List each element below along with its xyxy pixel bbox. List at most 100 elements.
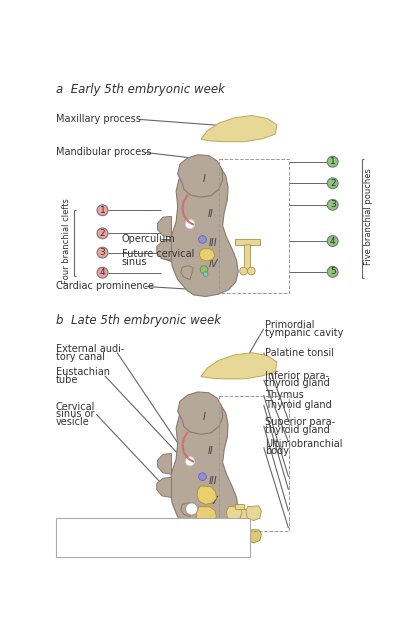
Circle shape [72, 540, 82, 550]
Circle shape [198, 473, 206, 481]
Circle shape [72, 525, 82, 533]
Text: Thymus: Thymus [265, 390, 304, 400]
Text: 1: 1 [100, 206, 106, 214]
Text: II: II [208, 209, 214, 219]
Polygon shape [235, 240, 260, 245]
Text: Cardiac prominence: Cardiac prominence [56, 281, 154, 291]
Polygon shape [240, 509, 247, 526]
Text: vesicle: vesicle [56, 417, 90, 427]
Text: Operculum: Operculum [122, 234, 176, 243]
Polygon shape [158, 454, 171, 474]
Circle shape [97, 228, 108, 239]
Circle shape [203, 272, 208, 277]
Text: Thyroid gland: Thyroid gland [265, 400, 332, 410]
Text: I – IV  Branchial: I – IV Branchial [167, 525, 237, 533]
Circle shape [186, 220, 195, 229]
Polygon shape [246, 530, 261, 543]
Text: –: – [69, 540, 74, 550]
Polygon shape [226, 507, 242, 521]
Polygon shape [181, 265, 193, 279]
Text: External audi-: External audi- [56, 344, 124, 354]
Text: Ultimobranchial: Ultimobranchial [265, 438, 343, 448]
Bar [219, 396, 289, 530]
Text: Inferior para-: Inferior para- [265, 370, 329, 381]
Text: Five branchial pouches: Five branchial pouches [364, 168, 373, 265]
Text: arches: arches [180, 535, 210, 544]
Polygon shape [199, 248, 215, 261]
Text: III: III [208, 476, 217, 486]
Polygon shape [196, 507, 216, 525]
Text: III: III [208, 238, 217, 248]
Text: thyroid gland: thyroid gland [265, 379, 330, 389]
Bar [219, 159, 289, 293]
Text: tory canal: tory canal [56, 352, 105, 362]
Text: –: – [69, 524, 74, 534]
Polygon shape [181, 503, 193, 516]
Text: 4: 4 [74, 525, 80, 533]
Text: 1: 1 [63, 525, 69, 533]
Text: Branchial pouches: Branchial pouches [84, 541, 167, 550]
Text: 5: 5 [330, 267, 336, 276]
Text: 3: 3 [100, 248, 106, 257]
Text: II: II [208, 446, 214, 456]
Text: Four branchial clefts: Four branchial clefts [62, 198, 70, 284]
Text: Cervical: Cervical [56, 401, 95, 411]
Text: Future cervical: Future cervical [122, 249, 194, 259]
Circle shape [200, 265, 208, 274]
Text: 1: 1 [330, 157, 336, 166]
Text: I: I [203, 174, 206, 184]
Circle shape [240, 267, 247, 275]
Text: tube: tube [56, 375, 78, 384]
Text: Mandibular process: Mandibular process [56, 147, 151, 157]
Text: Eustachian: Eustachian [56, 367, 110, 377]
Circle shape [327, 267, 338, 277]
Circle shape [247, 267, 255, 275]
Polygon shape [170, 162, 238, 296]
Polygon shape [157, 240, 171, 260]
Text: 5: 5 [74, 541, 80, 550]
Text: b  Late 5th embryonic week: b Late 5th embryonic week [56, 314, 221, 327]
Text: Branchial clefts: Branchial clefts [84, 525, 154, 533]
Text: Superior para-: Superior para- [265, 417, 335, 427]
Polygon shape [158, 216, 171, 237]
Text: tympanic cavity: tympanic cavity [265, 328, 344, 338]
Text: a  Early 5th embryonic week: a Early 5th embryonic week [56, 83, 225, 96]
Text: Maxillary process: Maxillary process [56, 114, 141, 125]
Polygon shape [197, 486, 216, 504]
Circle shape [200, 525, 208, 532]
Text: Primordial: Primordial [265, 320, 315, 330]
Circle shape [186, 503, 198, 515]
Text: sinus: sinus [122, 257, 147, 267]
Text: IV: IV [208, 259, 218, 269]
Polygon shape [170, 399, 238, 533]
Polygon shape [244, 245, 251, 271]
Text: 3: 3 [330, 201, 336, 209]
Circle shape [327, 199, 338, 210]
Text: Palatine tonsil: Palatine tonsil [265, 348, 334, 358]
Circle shape [327, 236, 338, 247]
Text: 2: 2 [100, 229, 106, 238]
Circle shape [97, 205, 108, 216]
Circle shape [97, 247, 108, 258]
Polygon shape [246, 506, 261, 521]
Polygon shape [235, 504, 244, 509]
Text: thyroid gland: thyroid gland [265, 425, 330, 435]
Text: body: body [265, 446, 289, 456]
Bar [56, 518, 250, 557]
Circle shape [186, 457, 195, 466]
Polygon shape [157, 477, 171, 498]
Circle shape [61, 540, 71, 550]
Text: 2: 2 [330, 179, 336, 188]
Polygon shape [201, 116, 277, 142]
Polygon shape [178, 392, 223, 434]
Text: sinus or: sinus or [56, 409, 95, 420]
Text: IV: IV [208, 496, 218, 506]
Polygon shape [178, 155, 223, 197]
Circle shape [61, 525, 71, 533]
Circle shape [97, 267, 108, 278]
Text: 4: 4 [330, 237, 336, 245]
Text: 4: 4 [100, 268, 106, 277]
Circle shape [327, 178, 338, 189]
Polygon shape [201, 353, 277, 379]
Circle shape [327, 157, 338, 167]
